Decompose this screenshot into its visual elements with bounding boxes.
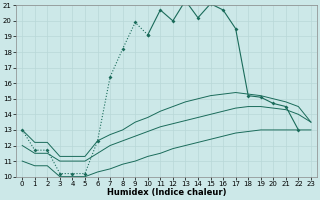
X-axis label: Humidex (Indice chaleur): Humidex (Indice chaleur): [107, 188, 226, 197]
